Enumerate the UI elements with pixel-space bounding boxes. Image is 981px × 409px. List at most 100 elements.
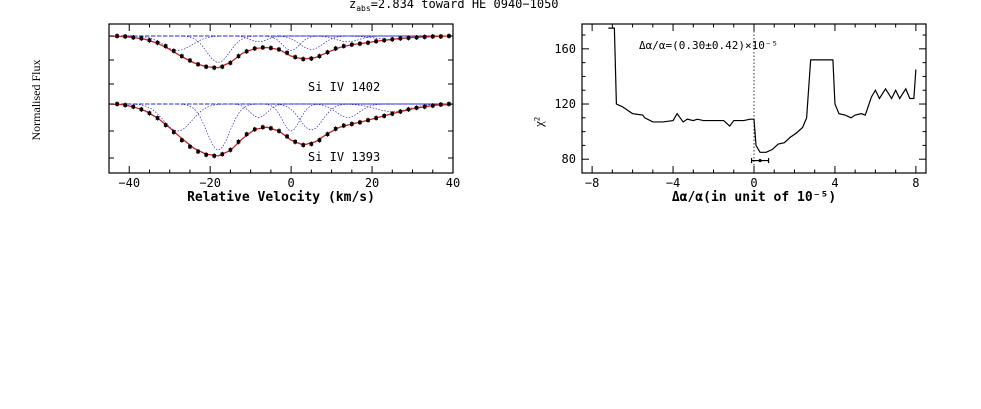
y-tick-label: 160 xyxy=(554,42,576,56)
data-point xyxy=(180,138,184,142)
panel-label-si-iv-1393: Si IV 1393 xyxy=(308,150,380,164)
data-point xyxy=(374,116,378,120)
data-point xyxy=(139,107,144,112)
data-point xyxy=(358,120,362,125)
data-point xyxy=(147,38,152,43)
left-x-axis-label: Relative Velocity (km/s) xyxy=(187,190,375,205)
data-point xyxy=(236,140,241,144)
data-point xyxy=(285,51,289,55)
data-point xyxy=(115,102,119,106)
panel-label-si-iv-1402: Si IV 1402 xyxy=(308,80,380,94)
data-point xyxy=(430,103,435,108)
data-point xyxy=(123,34,127,39)
right-series-layer xyxy=(608,24,917,173)
data-point xyxy=(252,127,257,132)
data-point xyxy=(406,36,411,40)
data-point xyxy=(301,57,306,61)
data-point xyxy=(155,40,160,45)
left-x-axis: −40 −20 0 20 40 xyxy=(118,24,460,190)
data-point xyxy=(115,34,119,38)
data-point xyxy=(212,65,217,70)
data-point xyxy=(285,134,289,139)
left-y-axis-label: Normalised Flux xyxy=(29,60,43,141)
data-point xyxy=(406,107,411,112)
data-point xyxy=(333,127,338,131)
data-point xyxy=(398,36,403,41)
data-point xyxy=(317,138,322,142)
data-point xyxy=(422,35,427,39)
x-tick-label: −4 xyxy=(666,176,680,190)
data-point xyxy=(171,130,176,134)
chi2-curve xyxy=(608,27,917,153)
model-fit-line xyxy=(108,35,453,69)
data-point xyxy=(252,46,257,51)
data-point xyxy=(220,152,225,157)
data-point xyxy=(341,44,346,48)
data-point xyxy=(293,140,297,144)
figure-title: zabs=2.834 toward HE 0940−1050 xyxy=(349,0,559,13)
model-fit-line xyxy=(108,103,454,157)
x-tick-label: −20 xyxy=(199,176,221,190)
data-point xyxy=(414,105,419,110)
data-point xyxy=(350,42,354,47)
data-point xyxy=(204,152,208,157)
data-point xyxy=(220,64,225,69)
data-point xyxy=(139,36,144,41)
data-point xyxy=(131,35,136,40)
data-point xyxy=(414,35,419,40)
data-point xyxy=(236,54,241,58)
data-point xyxy=(366,118,370,122)
data-point xyxy=(439,102,443,107)
data-point xyxy=(244,132,249,137)
data-point xyxy=(325,50,330,55)
right-y-axis: 80 120 160 xyxy=(554,34,926,166)
data-point xyxy=(382,114,386,118)
right-y-axis-label: χ² xyxy=(531,117,546,128)
data-point xyxy=(123,103,127,107)
data-point xyxy=(163,44,168,48)
data-point xyxy=(309,56,314,61)
y-tick-label: 120 xyxy=(554,97,576,111)
component-profile xyxy=(109,103,453,132)
component-profile xyxy=(109,35,453,40)
data-point xyxy=(325,132,330,137)
best-fit-point xyxy=(758,158,762,163)
left-spectrum-chart: −40 −20 0 20 40 Relative Velocity (km/s) Nor… xyxy=(29,23,460,205)
data-point xyxy=(196,149,200,154)
data-point xyxy=(188,58,192,63)
data-point xyxy=(212,154,217,158)
data-point xyxy=(171,49,176,53)
data-point xyxy=(422,104,427,109)
data-point xyxy=(374,39,378,44)
data-point xyxy=(269,46,273,50)
data-point xyxy=(147,111,152,115)
left-series-layer xyxy=(108,33,454,159)
x-tick-label: 20 xyxy=(365,176,379,190)
x-tick-label: −40 xyxy=(118,176,140,190)
x-tick-label: 8 xyxy=(912,176,919,190)
x-tick-label: 0 xyxy=(750,176,757,190)
data-point xyxy=(390,37,395,42)
data-point xyxy=(382,38,386,43)
panel-0 xyxy=(108,33,453,85)
data-point xyxy=(366,40,370,45)
x-tick-label: 40 xyxy=(446,176,460,190)
panel-1 xyxy=(108,101,454,159)
x-tick-label: −8 xyxy=(585,176,599,190)
data-point xyxy=(277,47,281,52)
data-point xyxy=(398,109,403,114)
data-point xyxy=(277,129,281,133)
data-point xyxy=(301,143,306,147)
data-point xyxy=(358,41,362,46)
left-plot-frame xyxy=(108,23,454,174)
chi2-annotation: Δα/α=(0.30±0.42)×10⁻⁵ xyxy=(639,39,778,52)
data-point xyxy=(196,62,200,67)
data-point xyxy=(131,104,136,109)
data-point xyxy=(341,123,346,128)
y-tick-label: 80 xyxy=(562,152,576,166)
data-point xyxy=(163,123,168,127)
data-point xyxy=(260,125,265,130)
data-point xyxy=(390,111,395,116)
data-point xyxy=(439,34,443,39)
